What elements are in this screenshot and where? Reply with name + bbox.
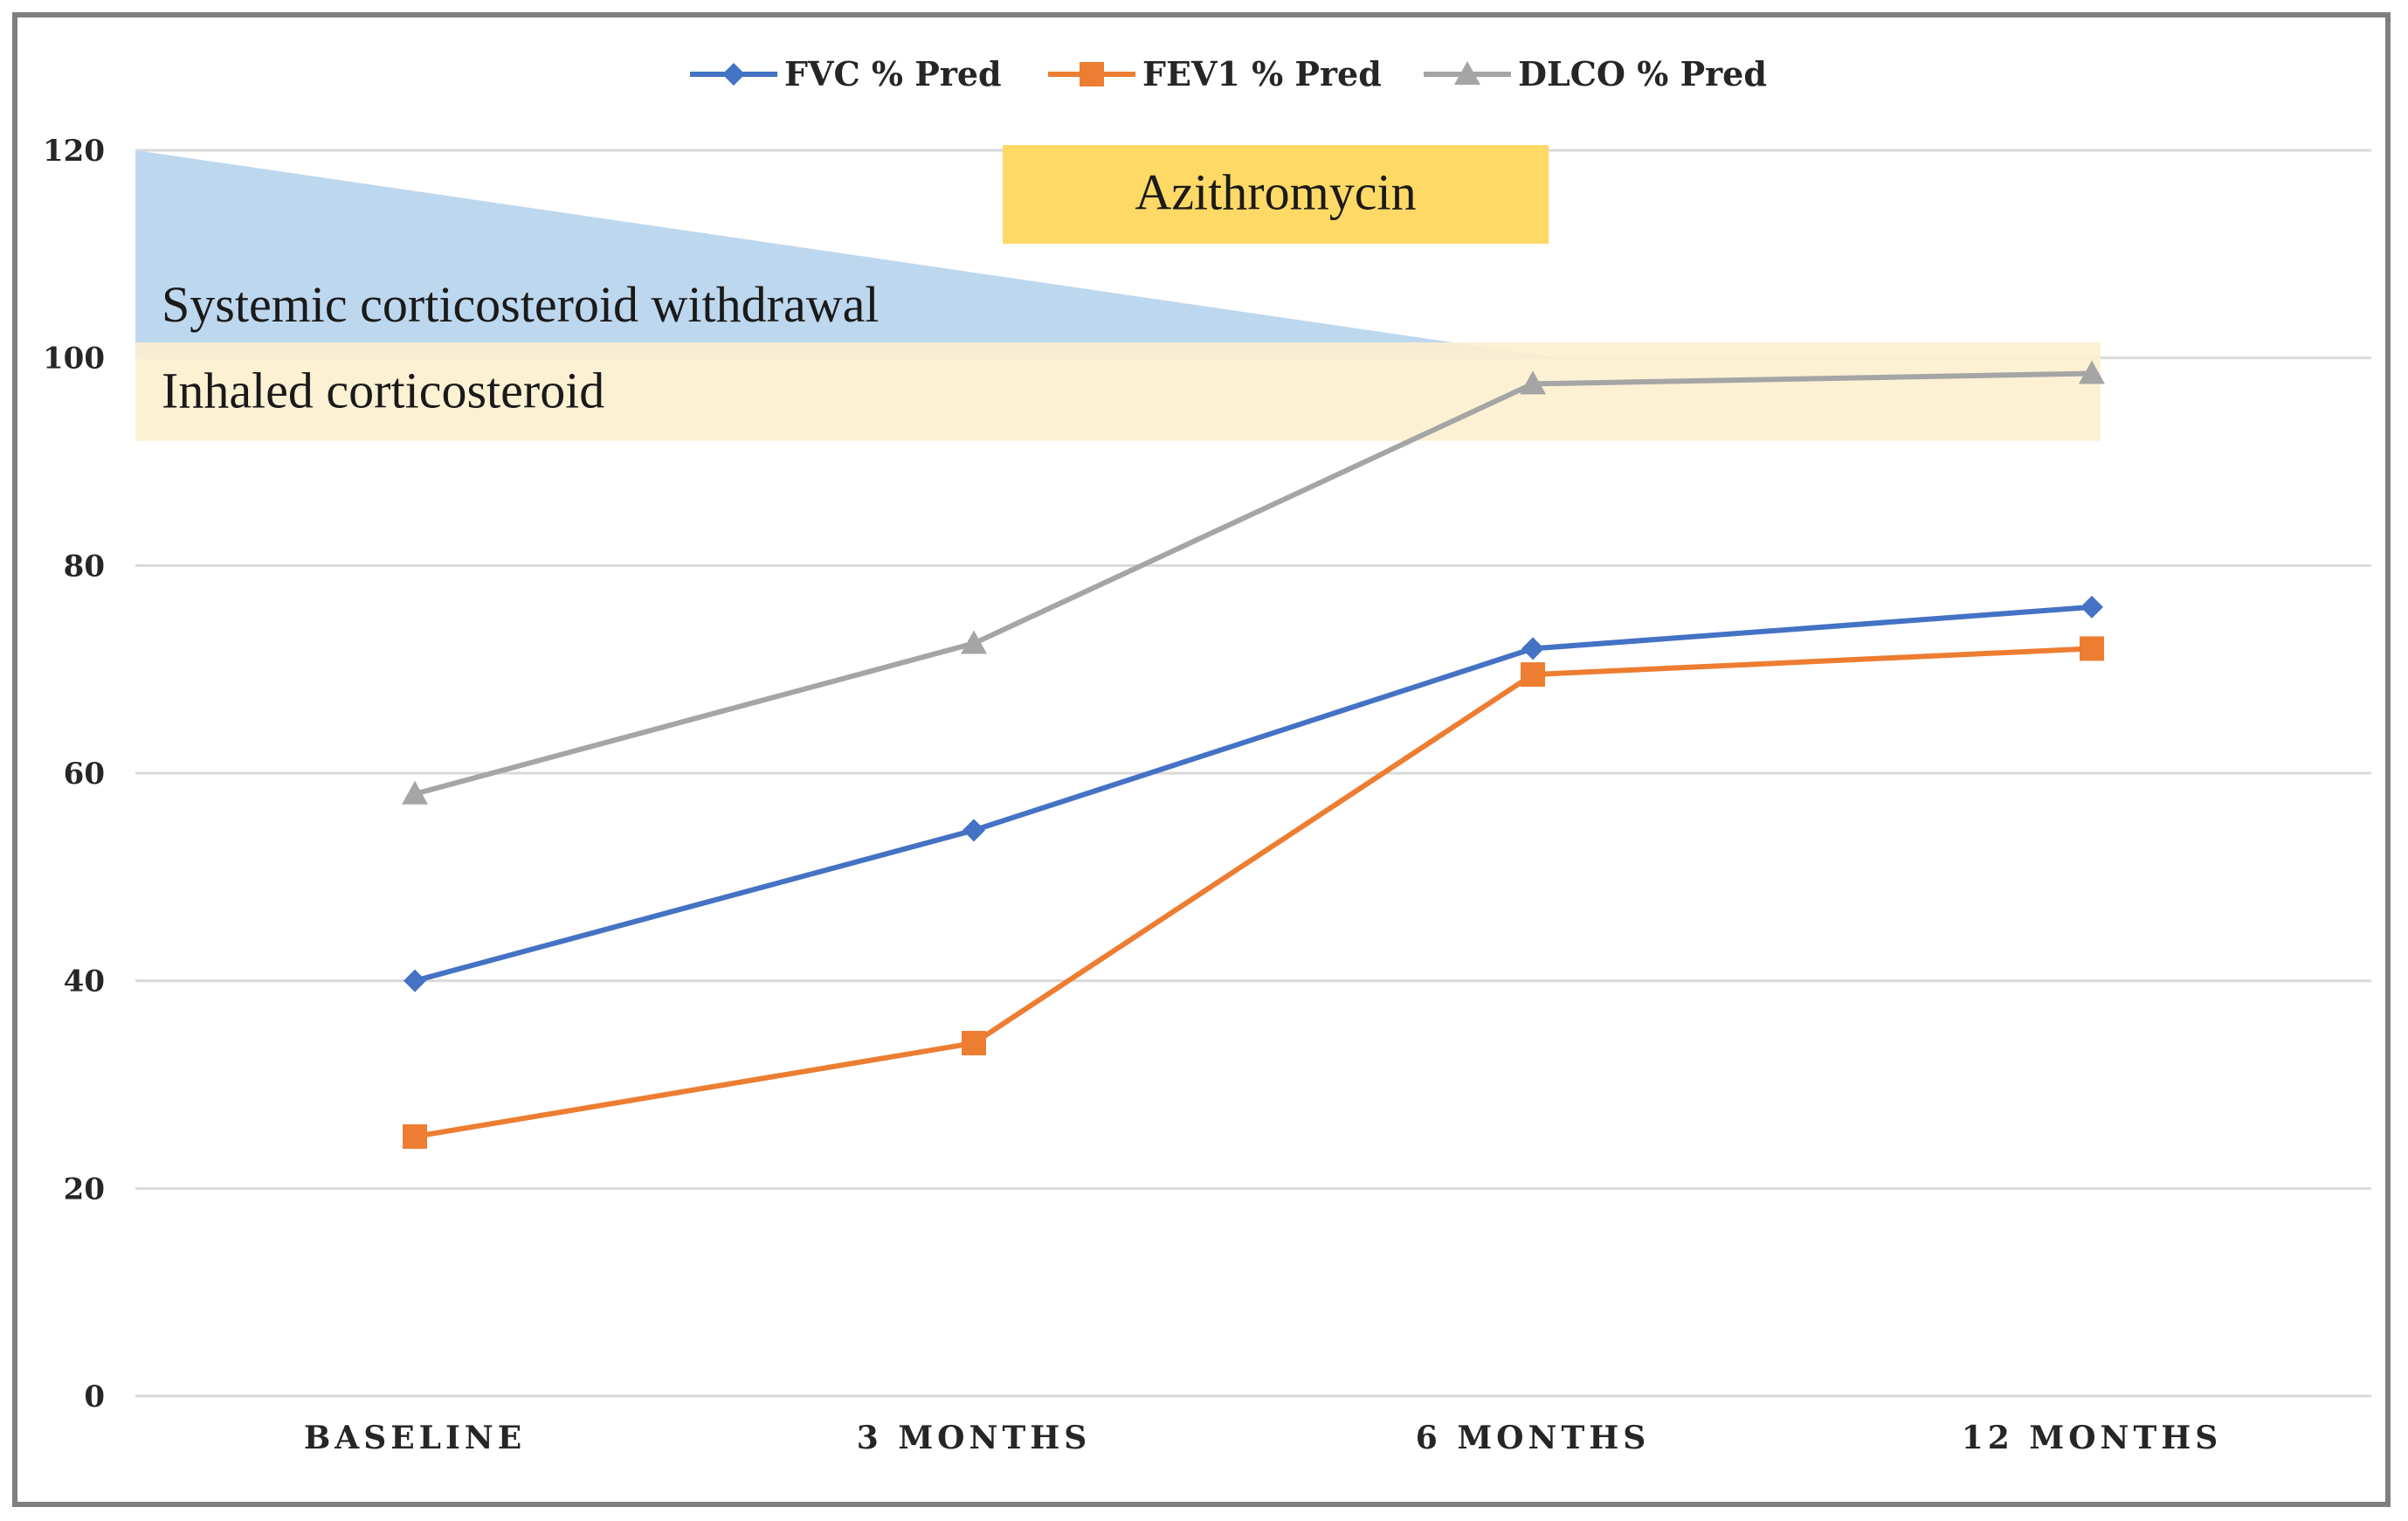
series-fvc — [404, 595, 2103, 992]
y-tick-label: 120 — [43, 134, 105, 169]
data-point — [2079, 360, 2105, 384]
series-line — [414, 604, 2093, 984]
y-tick-label: 100 — [43, 342, 105, 377]
series-fev1 — [403, 636, 2104, 1149]
data-point — [2080, 595, 2103, 619]
legend-item: DLCO % Pred — [1424, 54, 1767, 93]
series-dlco — [402, 360, 2105, 805]
legend-marker — [722, 63, 745, 86]
y-tick-label: 80 — [64, 549, 105, 584]
x-tick-label: 6 MONTHS — [1416, 1420, 1651, 1456]
data-point — [962, 1030, 986, 1055]
data-point — [961, 630, 987, 654]
y-tick-label: 20 — [64, 1172, 105, 1206]
y-tick-label: 40 — [64, 964, 105, 999]
annotation-layer: Systemic corticosteroid withdrawal Inhal… — [135, 145, 2101, 441]
series-layer — [402, 360, 2105, 1149]
data-point — [1521, 637, 1544, 660]
systemic-corticosteroid-withdrawal-shape — [135, 150, 1559, 358]
data-point — [403, 1123, 427, 1149]
x-axis-ticks: BASELINE 3 MONTHS 6 MONTHS 12 MONTHS — [304, 1420, 2223, 1456]
x-tick-label: 12 MONTHS — [1962, 1420, 2223, 1456]
series-line — [414, 646, 2093, 1139]
inhaled-corticosteroid-band — [135, 342, 2101, 441]
x-tick-label: BASELINE — [304, 1420, 526, 1456]
data-point — [402, 780, 428, 805]
y-tick-label: 0 — [84, 1379, 105, 1414]
data-point — [404, 969, 426, 992]
series-line — [414, 370, 2093, 797]
legend-item: FEV1 % Pred — [1048, 54, 1382, 93]
data-point — [1521, 662, 1545, 688]
x-tick-label: 3 MONTHS — [857, 1420, 1092, 1456]
data-point — [1520, 370, 1546, 395]
data-point — [963, 819, 985, 842]
legend-label: DLCO % Pred — [1518, 54, 1767, 93]
legend-item: FVC % Pred — [690, 54, 1002, 93]
legend-label: FEV1 % Pred — [1142, 54, 1382, 93]
azithromycin-label: Azithromycin — [1135, 164, 1416, 221]
legend-label: FVC % Pred — [784, 54, 1002, 93]
azithromycin-box — [1003, 145, 1549, 244]
systemic-corticosteroid-withdrawal-label: Systemic corticosteroid withdrawal — [162, 276, 879, 333]
data-point — [2080, 636, 2104, 661]
legend: FVC % Pred FEV1 % Pred DLCO % Pred — [690, 54, 1767, 93]
y-tick-label: 60 — [64, 757, 105, 792]
y-axis-ticks: 0 20 40 60 80 100 120 — [43, 134, 105, 1414]
inhaled-corticosteroid-label: Inhaled corticosteroid — [162, 363, 604, 419]
legend-marker — [1080, 62, 1104, 86]
legend-marker — [1454, 61, 1480, 85]
